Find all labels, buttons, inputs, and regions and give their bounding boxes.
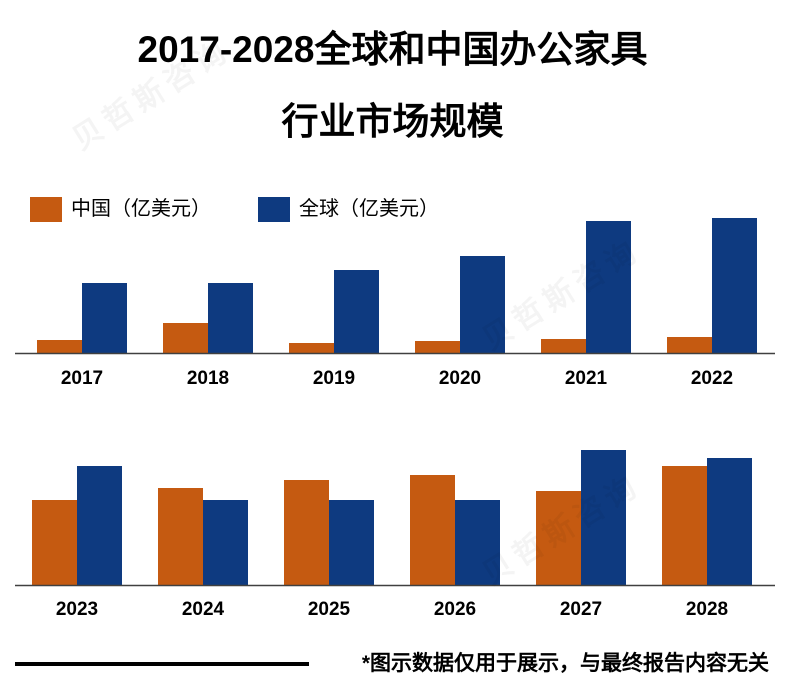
x-tick-label: 2017: [61, 368, 103, 389]
global-bar-2021: [586, 221, 631, 353]
china-bar-2020: [415, 341, 460, 353]
legend-item-china: 中国（亿美元）: [30, 196, 211, 223]
legend-label-china: 中国（亿美元）: [71, 198, 211, 220]
chart-title-line-2: 行业市场规模: [281, 101, 504, 142]
china-bar-2017: [37, 340, 82, 353]
footer-rule: [15, 662, 309, 666]
chart-panel-bottom: 2023 2024 2025 2026 2027 2028: [15, 450, 775, 620]
x-tick-label: 2024: [182, 599, 225, 620]
x-tick-label: 2025: [308, 599, 351, 620]
global-bar-2017: [82, 283, 127, 353]
global-bar-2023: [77, 466, 122, 585]
legend-item-global: 全球（亿美元）: [258, 196, 439, 223]
legend-swatch-global: [258, 197, 290, 222]
x-tick-label: 2026: [434, 599, 476, 620]
global-bar-2019: [334, 270, 379, 353]
footer-disclaimer: *图示数据仅用于展示，与最终报告内容无关: [361, 652, 769, 675]
global-bar-2024: [203, 500, 248, 585]
china-bar-2018: [163, 323, 208, 353]
global-bar-2025: [329, 500, 374, 585]
china-bar-2021: [541, 339, 586, 353]
china-bar-2027: [536, 491, 581, 585]
china-bar-2022: [667, 337, 712, 353]
global-bar-2026: [455, 500, 500, 585]
x-tick-label: 2022: [691, 368, 733, 389]
china-bar-2026: [410, 475, 455, 585]
china-bar-2019: [289, 343, 334, 353]
china-bar-2024: [158, 488, 203, 585]
x-tick-label: 2019: [313, 368, 355, 389]
china-bar-2023: [32, 500, 77, 585]
x-tick-label: 2020: [439, 368, 481, 389]
global-bar-2022: [712, 218, 757, 353]
legend-swatch-china: [30, 197, 62, 222]
x-tick-label: 2028: [686, 599, 728, 620]
x-tick-label: 2027: [560, 599, 602, 620]
chart-title-line-1: 2017-2028全球和中国办公家具: [137, 29, 648, 70]
global-bar-2020: [460, 256, 505, 353]
global-bar-2018: [208, 283, 253, 353]
x-tick-label: 2018: [187, 368, 229, 389]
global-bar-2027: [581, 450, 626, 585]
x-tick-label: 2021: [565, 368, 608, 389]
chart-panel-top: 2017 2018 2019 2020 2021 2022: [15, 218, 775, 389]
global-bar-2028: [707, 458, 752, 585]
x-tick-label: 2023: [56, 599, 98, 620]
china-bar-2028: [662, 466, 707, 585]
china-bar-2025: [284, 480, 329, 585]
legend-label-global: 全球（亿美元）: [299, 198, 439, 220]
